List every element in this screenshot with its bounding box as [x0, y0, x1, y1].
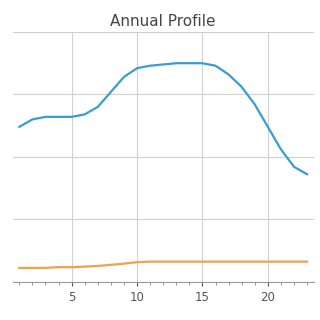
- Title: Annual Profile: Annual Profile: [110, 14, 216, 29]
